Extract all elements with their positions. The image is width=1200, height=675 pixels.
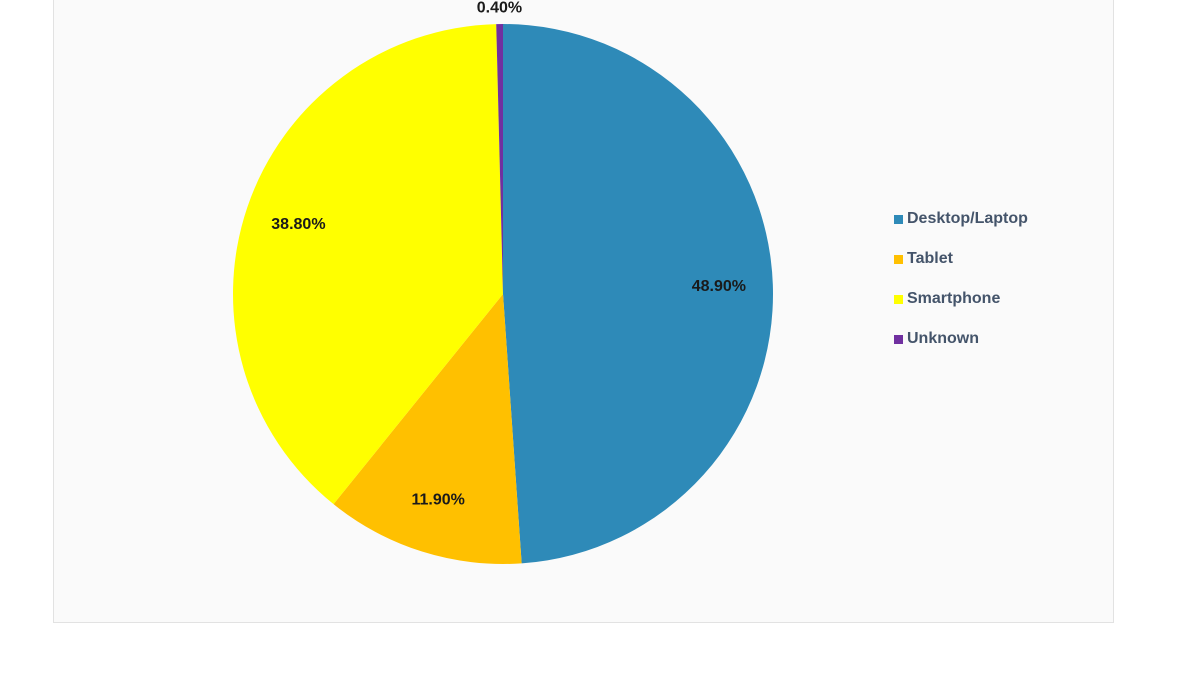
- legend-label-desktop-laptop: Desktop/Laptop: [907, 210, 1028, 227]
- pie-slice-tablet: [333, 294, 522, 564]
- legend-swatch-desktop-laptop: [894, 214, 903, 224]
- legend-swatch-smartphone: [894, 294, 903, 304]
- pie-slice-smartphone: [233, 24, 503, 505]
- data-label-tablet: 11.90%: [411, 491, 464, 508]
- legend-item-smartphone: Smartphone: [894, 287, 1028, 311]
- pie-slices: [233, 24, 773, 564]
- data-label-unknown: 0.40%: [477, 0, 522, 16]
- legend-item-desktop-laptop: Desktop/Laptop: [894, 207, 1028, 231]
- legend-label-smartphone: Smartphone: [907, 290, 1001, 307]
- pie-slice-desktop-laptop: [503, 24, 773, 564]
- chart-legend: Desktop/Laptop Tablet Smartphone Unknown: [894, 207, 1028, 367]
- legend-swatch-tablet: [894, 254, 903, 264]
- pie-data-labels: 48.90% 11.90% 38.80% 0.40%: [271, 0, 746, 508]
- legend-swatch-unknown: [894, 334, 903, 344]
- pie-slice-unknown: [496, 24, 503, 294]
- legend-item-tablet: Tablet: [894, 247, 1028, 271]
- data-label-desktop-laptop: 48.90%: [692, 278, 746, 295]
- data-label-smartphone: 38.80%: [271, 216, 325, 233]
- legend-item-unknown: Unknown: [894, 327, 1028, 351]
- legend-label-unknown: Unknown: [907, 330, 979, 347]
- legend-label-tablet: Tablet: [907, 250, 953, 267]
